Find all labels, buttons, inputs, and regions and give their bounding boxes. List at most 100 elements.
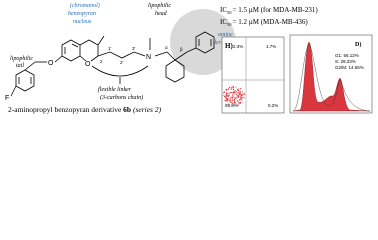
phase-value: G2/M: 14.56% (335, 65, 364, 70)
scatter-dot (231, 97, 234, 99)
nucleus-label: benzopyran (68, 11, 96, 17)
scatter-dot (231, 88, 233, 90)
scatter-dot (241, 93, 243, 95)
scatter-dot (231, 94, 234, 96)
scatter-dot (240, 94, 243, 97)
scatter-dot (233, 90, 236, 92)
scatter-dot (225, 92, 228, 94)
scatter-dot (225, 96, 227, 99)
scatter-dot (239, 94, 242, 96)
scatter-dot (235, 102, 237, 104)
scatter-dot (237, 92, 239, 94)
scatter-dot (236, 93, 238, 95)
fit-curve (292, 43, 371, 112)
scatter-dot (238, 92, 240, 94)
tail-label: tail (16, 63, 24, 69)
ic-sub: 50 (227, 10, 232, 15)
ic-label: IC (220, 6, 227, 14)
linker-label: (3-carbons chain) (100, 94, 143, 101)
panel-label: D) (355, 41, 361, 48)
atom: N (146, 54, 151, 61)
scatter-dot (239, 102, 241, 104)
scatter-dot (226, 97, 228, 100)
scatter-dot (243, 92, 245, 94)
scatter-dot (228, 100, 230, 102)
scatter-dot (243, 97, 245, 99)
scatter-dot (228, 92, 230, 94)
scatter-dot (237, 95, 240, 97)
caption-text: 2-aminopropyl benzopyran derivative (8, 105, 122, 114)
position: 2' (120, 60, 124, 65)
scatter-dot (228, 94, 230, 96)
scatter-dot (229, 96, 232, 98)
scatter-dot (240, 91, 242, 93)
scatter-dot (234, 101, 236, 103)
ic-label: IC (220, 18, 227, 26)
nucleus-label: (chromanol) (70, 2, 100, 9)
scatter-dot (236, 96, 238, 98)
scatter-dot (240, 94, 242, 96)
caption: 2-aminopropyl benzopyran derivative 6b (… (8, 105, 162, 114)
scatter-dot (232, 86, 235, 88)
head-circle (170, 9, 236, 75)
scatter-dot (237, 103, 239, 105)
scatter-dot (232, 104, 234, 107)
scatter-dot (235, 91, 238, 93)
scatter-dot (243, 93, 245, 95)
scatter-dot (233, 102, 235, 104)
phase-value: S: 29.33% (335, 59, 356, 64)
scatter-dot (234, 91, 236, 94)
scatter-dot (239, 92, 241, 94)
scatter-dot (225, 89, 228, 91)
scatter-dot (226, 95, 228, 97)
scatter-dot (231, 99, 234, 101)
scatter-dot (230, 101, 232, 104)
scatter-dot (228, 104, 230, 106)
scatter-dot (225, 94, 227, 96)
amine-label: amine (218, 32, 233, 38)
atom: O (85, 61, 91, 68)
head-label: head (155, 11, 168, 17)
scatter-dot (233, 100, 235, 102)
scatter-dot (223, 95, 226, 98)
position: β (180, 47, 183, 52)
scatter-dot (237, 88, 239, 90)
panel-label: H) (225, 42, 233, 50)
head-label: lipophilic (148, 3, 171, 9)
apoptosis-plot (221, 36, 285, 114)
scatter-dot (227, 88, 229, 91)
position: α (165, 45, 168, 50)
scatter-dot (238, 90, 240, 92)
scatter-dot (232, 88, 235, 90)
scatter-dot (227, 103, 229, 105)
scatter-dot (223, 91, 226, 93)
scatter-dot (240, 99, 243, 101)
caption-series: (series 2) (133, 105, 162, 114)
scatter-dot (240, 96, 242, 98)
scatter-dot (233, 92, 235, 95)
activity: IC50= 1.2 µM (MDA-MB-436) (220, 18, 308, 27)
quadrant-value: 95.8% (225, 103, 238, 108)
quadrant-value: 1.7% (266, 44, 276, 49)
scatter-dot (230, 86, 233, 89)
phase-value: G1: 56.12% (335, 53, 359, 58)
scatter-dot (232, 96, 235, 98)
scatter-dot (228, 86, 231, 89)
scatter-dot (237, 96, 239, 98)
scatter-dot (238, 94, 241, 96)
quadrant-value: 0.2% (268, 103, 278, 108)
scatter-dot (239, 89, 241, 91)
scatter-dot (235, 97, 237, 99)
histogram (292, 41, 371, 112)
scatter-dot (230, 91, 233, 94)
scatter-dot (241, 91, 244, 93)
tail-label: lipophilic (10, 56, 33, 62)
activity: IC50= 1.5 µM (for MDA-MB-231) (220, 6, 318, 15)
ic-value: = 1.5 µM (for MDA-MB-231) (233, 6, 319, 14)
scatter-dot (234, 98, 236, 100)
ic-sub: 50 (227, 22, 232, 27)
scatter-dot (226, 98, 228, 101)
scatter-dot (222, 94, 224, 96)
scatter-dot (237, 102, 240, 104)
scatter-dot (237, 101, 239, 103)
